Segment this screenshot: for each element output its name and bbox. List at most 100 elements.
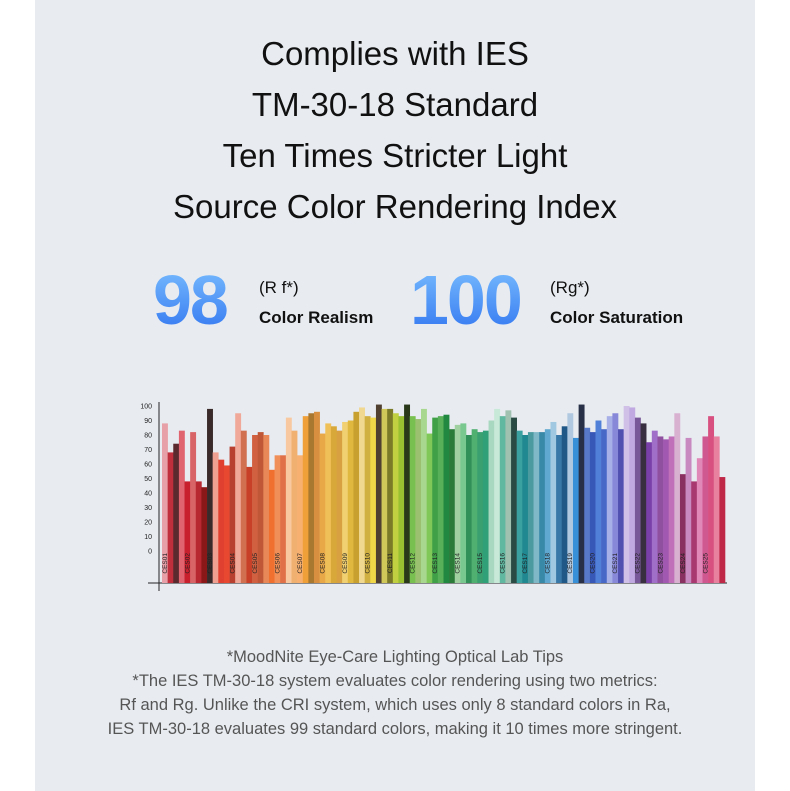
chart-bar	[308, 413, 315, 583]
chart-bar	[499, 416, 506, 583]
chart-bar	[426, 433, 433, 583]
x-tick-label: CES15	[477, 553, 484, 574]
chart-bar	[533, 432, 540, 583]
x-tick-label: CES21	[612, 553, 619, 574]
x-tick-label: CES25	[702, 553, 709, 574]
rf-code: (R f*)	[259, 278, 299, 297]
chart-bar	[668, 436, 675, 583]
chart-bar	[685, 437, 692, 583]
chart-bar	[178, 430, 185, 583]
x-tick-label: CES03	[207, 553, 214, 574]
chart-bar	[640, 423, 647, 583]
chart-bar	[516, 430, 523, 583]
chart-bar	[572, 437, 579, 583]
chart-bar	[353, 411, 360, 583]
note-line: *MoodNite Eye-Care Lighting Optical Lab …	[226, 648, 564, 666]
x-tick-label: CES20	[590, 553, 597, 574]
chart-bar	[601, 429, 608, 583]
chart-bar	[420, 408, 427, 583]
chart-bar	[505, 410, 512, 583]
note-line: IES TM-30-18 evaluates 99 standard color…	[107, 720, 683, 738]
chart-bar	[246, 466, 253, 583]
y-tick-label: 20	[144, 520, 152, 527]
chart-bar	[708, 416, 715, 583]
chart-bar	[477, 432, 484, 583]
chart-bar	[679, 474, 686, 583]
x-tick-label: CES02	[184, 553, 191, 574]
chart-bar	[392, 413, 399, 583]
y-tick-label: 50	[144, 476, 152, 483]
chart-bar	[634, 417, 641, 583]
chart-bar	[364, 416, 371, 583]
chart-bar	[544, 429, 551, 583]
y-tick-label: 80	[144, 433, 152, 440]
rg-code: (Rg*)	[550, 278, 590, 297]
chart-bar	[375, 404, 382, 583]
chart-bar	[184, 481, 191, 583]
chart-bar	[578, 404, 585, 583]
chart-bar	[471, 429, 478, 583]
chart-bar	[561, 426, 568, 583]
chart-bar	[252, 435, 259, 583]
chart-bar	[173, 443, 180, 583]
x-tick-label: CES10	[365, 553, 372, 574]
rg-label: Color Saturation	[550, 308, 684, 327]
chart-bar	[387, 408, 394, 583]
rg-value: 100	[410, 261, 523, 339]
chart-bar	[466, 435, 472, 583]
x-tick-label: CES23	[657, 553, 664, 574]
chart-bar	[190, 432, 197, 583]
chart-bar	[336, 430, 343, 583]
x-tick-label: CES19	[567, 553, 574, 574]
chart-bar	[274, 455, 281, 583]
chart-bar	[370, 417, 377, 583]
y-tick-label: 40	[144, 491, 152, 498]
chart-bar	[212, 452, 219, 583]
x-tick-label: CES24	[680, 553, 687, 574]
title-line: TM-30-18 Standard	[251, 86, 539, 123]
chart-bar	[511, 417, 517, 583]
rg-metric: 100 (Rg*) Color Saturation	[410, 262, 710, 338]
chart-bar	[285, 417, 292, 583]
chart-bar	[297, 455, 304, 583]
chart-bar	[702, 436, 709, 583]
chart-bar	[719, 477, 726, 583]
title-line: Ten Times Stricter Light	[222, 137, 568, 174]
rf-label: Color Realism	[259, 308, 374, 327]
chart-bar	[691, 481, 698, 583]
x-tick-label: CES06	[274, 553, 281, 574]
chart-bar	[229, 446, 236, 583]
chart-bar	[674, 413, 681, 583]
x-tick-label: CES12	[410, 553, 417, 574]
chart-bar	[584, 427, 591, 583]
chart-bar	[522, 435, 529, 583]
y-tick-label: 70	[144, 447, 152, 454]
chart-bar	[494, 408, 501, 583]
chart-bar	[488, 420, 495, 583]
x-tick-label: CES17	[522, 553, 529, 574]
chart-bar	[263, 435, 270, 583]
chart-bar	[646, 442, 653, 583]
chart-bar	[381, 408, 388, 583]
title-line: Complies with IES	[261, 35, 529, 72]
chart-bar	[167, 452, 174, 583]
chart-bar	[539, 432, 546, 583]
chart-bar	[195, 481, 202, 583]
chart-bar	[449, 429, 456, 583]
y-tick-label: 30	[144, 505, 152, 512]
chart-bar	[409, 416, 416, 583]
x-tick-label: CES04	[229, 553, 236, 574]
chart-bar	[612, 413, 619, 583]
page-title: Complies with IES TM-30-18 Standard Ten …	[35, 28, 755, 232]
x-tick-label: CES01	[162, 553, 169, 574]
x-tick-label: CES18	[545, 553, 552, 574]
chart-bar	[302, 416, 309, 583]
chart-bar	[618, 429, 624, 583]
chart-bar	[432, 417, 439, 583]
chart-bar	[398, 416, 405, 583]
chart-bar	[657, 436, 664, 583]
x-tick-label: CES07	[297, 553, 304, 574]
chart-bar	[527, 432, 534, 583]
chart-bar	[567, 413, 574, 583]
x-tick-label: CES09	[342, 553, 349, 574]
